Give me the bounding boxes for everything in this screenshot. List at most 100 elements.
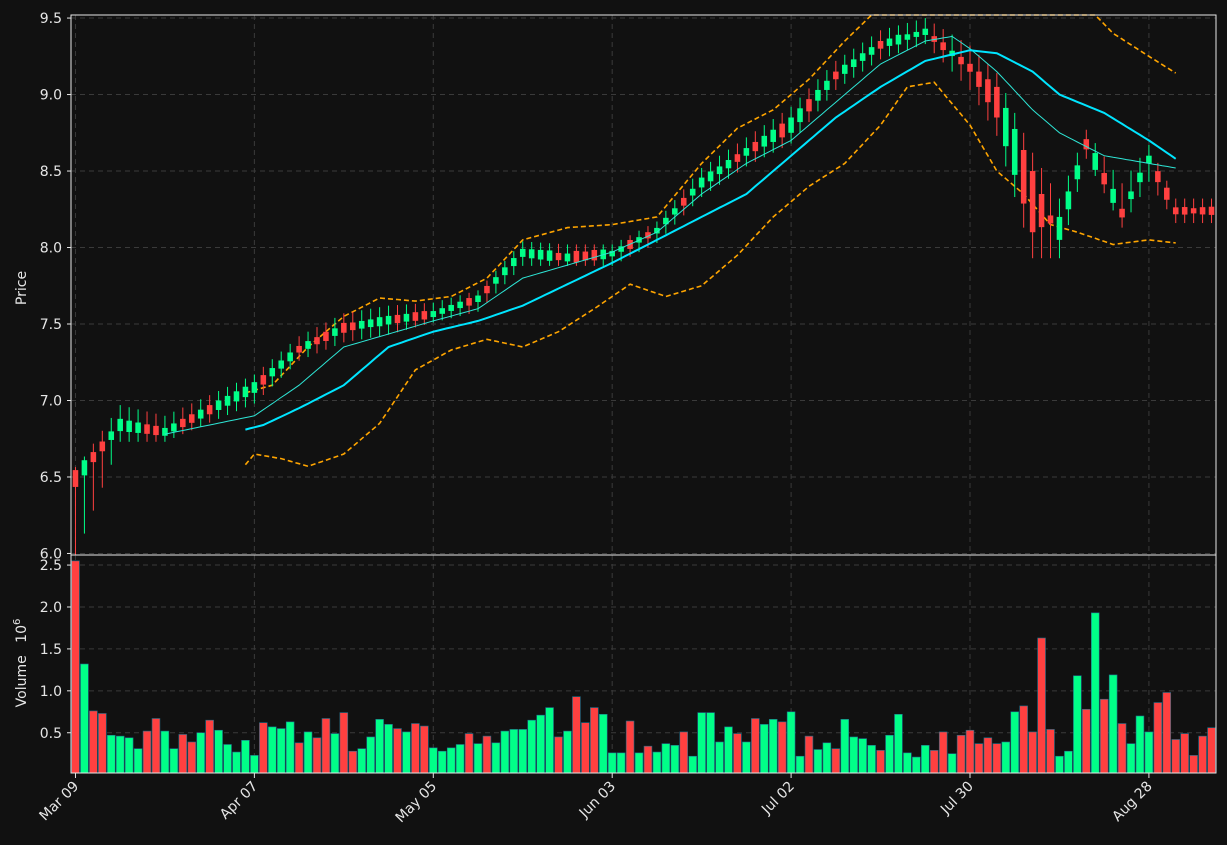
candle-body	[439, 308, 446, 314]
candle-body	[770, 129, 776, 142]
volume-bar	[572, 696, 581, 774]
candle-body	[1155, 171, 1161, 183]
candle-body	[743, 148, 750, 156]
candle-body	[1146, 155, 1152, 164]
candle-body	[904, 34, 911, 40]
moving-averages	[164, 35, 1177, 435]
candle-body	[162, 427, 168, 436]
candle-body	[1020, 150, 1027, 204]
candle-body	[815, 89, 821, 101]
volume-bar	[285, 721, 295, 774]
candle-body	[421, 311, 428, 320]
price-tick-label: 9.0	[40, 88, 62, 104]
candle-body	[341, 322, 347, 333]
candle-body	[1011, 128, 1018, 175]
volume-bar	[607, 752, 617, 774]
candle-body	[1181, 207, 1188, 215]
volume-bar	[178, 734, 188, 774]
volume-bar	[437, 750, 447, 774]
candle-body	[859, 53, 866, 61]
volume-bar	[366, 736, 375, 774]
price-tick-label: 8.0	[40, 241, 62, 257]
volume-bar	[80, 663, 89, 774]
volume-bar	[1073, 675, 1082, 774]
candle-body	[72, 470, 79, 487]
volume-bar	[259, 722, 268, 774]
candle-body	[126, 420, 132, 433]
candle-body	[689, 188, 696, 196]
volume-label-exponent: 6	[12, 619, 23, 625]
candle-body	[1119, 208, 1125, 218]
volume-bar	[455, 744, 465, 774]
candle-body	[323, 331, 329, 342]
volume-bar	[822, 742, 832, 774]
candle-body	[546, 250, 553, 261]
volume-bar	[903, 752, 912, 774]
volume-bar	[992, 743, 1002, 774]
candle-body	[188, 414, 195, 423]
candle-body	[296, 345, 302, 353]
volume-bar	[1180, 733, 1189, 774]
candle-body	[591, 249, 598, 261]
candle-body	[680, 197, 687, 206]
candle-body	[985, 79, 991, 103]
volume-bar	[876, 750, 885, 774]
price-tick-label: 9.5	[40, 11, 62, 27]
candle-body	[806, 99, 812, 112]
candle-body	[1074, 165, 1081, 180]
candle-body	[260, 375, 267, 385]
volume-bar	[1001, 741, 1011, 774]
volume-bar	[965, 729, 975, 774]
volume-bar	[1091, 612, 1100, 774]
volume-bar	[1010, 711, 1019, 774]
candle-body	[841, 64, 848, 74]
candle-body	[269, 368, 276, 377]
candle-body	[913, 31, 920, 37]
volume-bar	[563, 730, 572, 774]
candle-body	[958, 56, 964, 65]
volume-bar	[634, 752, 644, 774]
volume-bar	[661, 743, 671, 774]
candlesticks	[72, 18, 1215, 557]
volume-bar	[1082, 708, 1091, 774]
volume-bar	[938, 731, 948, 774]
candle-body	[788, 117, 794, 133]
candle-body	[850, 59, 857, 68]
volume-bar	[912, 756, 921, 774]
volume-bar	[715, 741, 724, 774]
price-y-ticks: 6.0 6.5 7.0 7.5 8.0 8.5 9.0 9.5	[40, 11, 71, 562]
candle-body	[609, 250, 615, 257]
volume-bar	[545, 707, 554, 774]
volume-tick-label: 2.5	[40, 558, 62, 574]
candle-body	[1172, 207, 1179, 215]
volume-bar	[813, 749, 823, 774]
candle-body	[278, 360, 284, 369]
volume-bar	[1037, 637, 1046, 774]
candle-body	[994, 86, 1000, 118]
candle-body	[305, 341, 311, 349]
candle-body	[484, 285, 490, 294]
volume-bar	[294, 742, 304, 774]
volume-frame	[70, 554, 1217, 774]
volume-bar	[160, 730, 170, 774]
candle-body	[519, 248, 526, 257]
volume-bar	[268, 726, 277, 774]
candle-body	[564, 253, 571, 262]
volume-bar	[303, 731, 313, 774]
volume-bar	[276, 728, 286, 774]
price-axis-label: Price	[14, 271, 30, 305]
volume-bar	[124, 737, 134, 774]
candle-body	[761, 135, 768, 147]
candle-body	[448, 304, 454, 311]
candle-body	[877, 41, 884, 49]
volume-bar	[947, 753, 957, 774]
candle-body	[206, 405, 213, 415]
candle-body	[1038, 193, 1045, 228]
candle-body	[1164, 187, 1170, 200]
volume-label-text: Volume	[14, 655, 30, 707]
volume-bar	[751, 718, 760, 774]
volume-bar	[1189, 755, 1198, 774]
candle-body	[99, 441, 106, 452]
candle-body	[493, 277, 499, 284]
